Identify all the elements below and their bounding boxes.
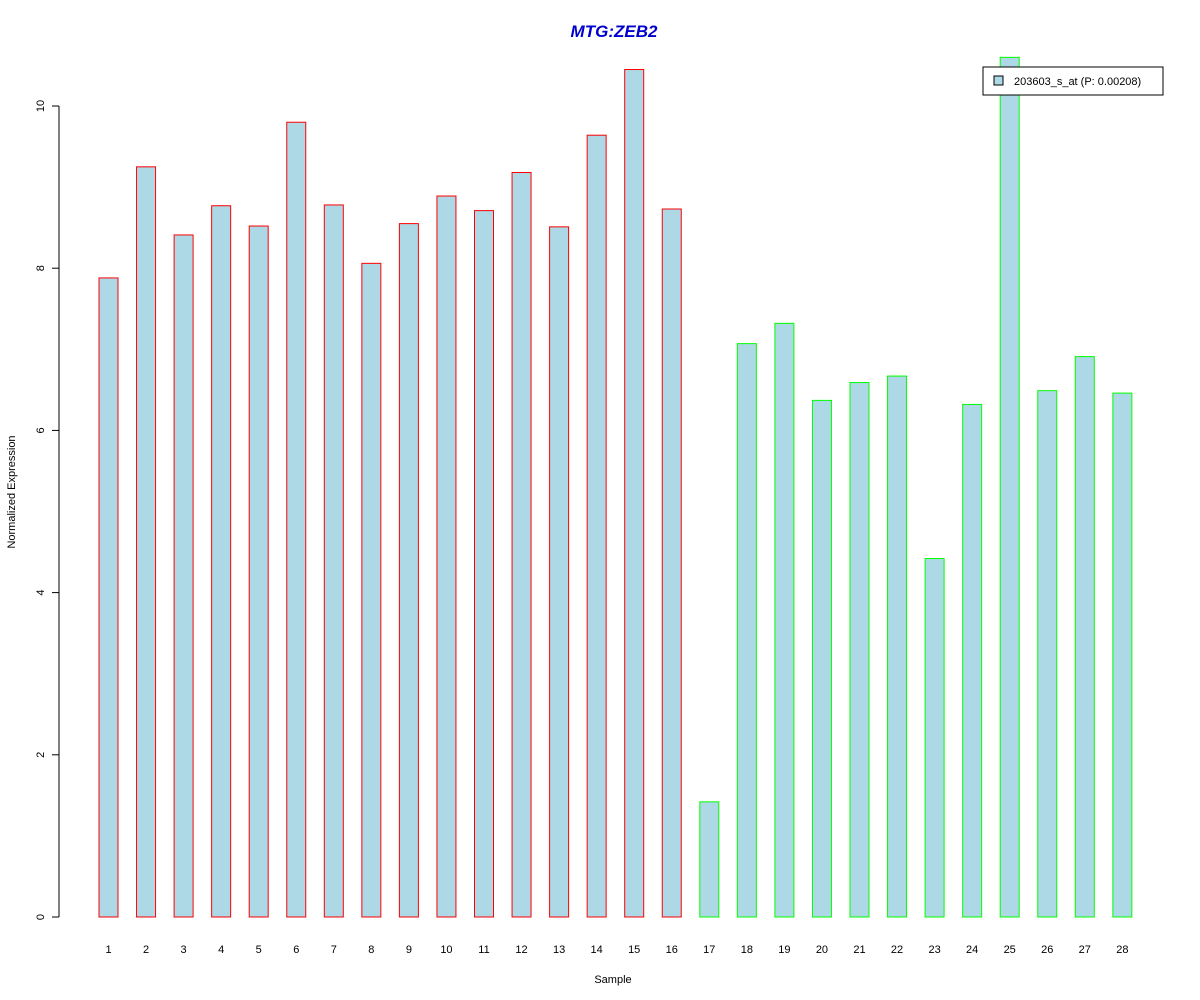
x-tick-label: 7 [331, 944, 337, 956]
bar-sample-26 [1037, 390, 1058, 918]
bar-sample-21 [849, 382, 870, 918]
y-tick-label: 4 [35, 590, 47, 596]
x-tick-label: 13 [553, 944, 565, 956]
x-tick-label: 2 [143, 944, 149, 956]
bar-sample-5 [248, 225, 269, 918]
x-tick-label: 19 [778, 944, 790, 956]
bar-sample-19 [774, 322, 795, 918]
bar-sample-18 [736, 343, 757, 918]
y-tick-label: 0 [35, 914, 47, 920]
bar-sample-25 [999, 56, 1020, 918]
x-tick-label: 1 [105, 944, 111, 956]
x-axis-label: Sample [594, 974, 631, 986]
bar-sample-12 [511, 172, 532, 918]
x-tick-label: 9 [406, 944, 412, 956]
x-tick-label: 10 [440, 944, 452, 956]
x-tick-label: 17 [703, 944, 715, 956]
bar-sample-8 [361, 262, 382, 918]
bar-sample-22 [887, 375, 908, 918]
x-tick-label: 8 [368, 944, 374, 956]
x-tick-labels: 1 2 3 4 5 6 7 8 9 10 11 12 13 14 15 16 17 18 19 20 21 22 23 24 2… [105, 944, 1128, 956]
bar-sample-20 [811, 399, 832, 918]
legend: 203603_s_at (P: 0.00208) [982, 66, 1164, 96]
x-tick-label: 15 [628, 944, 640, 956]
bars-group [98, 56, 1133, 918]
legend-swatch [993, 75, 1004, 86]
x-tick-label: 21 [853, 944, 865, 956]
bar-sample-27 [1074, 356, 1095, 918]
x-tick-label: 23 [928, 944, 940, 956]
bar-sample-15 [624, 69, 645, 918]
legend-box [982, 66, 1164, 96]
bar-sample-6 [286, 121, 307, 918]
chart-title: MTG:ZEB2 [571, 22, 658, 41]
y-tick-label: 8 [35, 265, 47, 271]
bar-sample-9 [398, 223, 419, 918]
bar-sample-1 [98, 277, 119, 918]
x-tick-label: 4 [218, 944, 224, 956]
x-tick-label: 12 [515, 944, 527, 956]
x-tick-label: 3 [181, 944, 187, 956]
bar-sample-28 [1112, 392, 1133, 918]
x-tick-label: 24 [966, 944, 978, 956]
x-tick-label: 11 [478, 944, 489, 956]
legend-label: 203603_s_at (P: 0.00208) [1014, 76, 1141, 88]
bar-sample-2 [136, 166, 157, 918]
bar-sample-10 [436, 195, 457, 918]
x-tick-label: 28 [1116, 944, 1128, 956]
x-tick-label: 27 [1079, 944, 1091, 956]
x-tick-label: 25 [1004, 944, 1016, 956]
y-tick-label: 2 [35, 752, 47, 758]
bar-sample-13 [549, 226, 570, 918]
bar-sample-3 [173, 234, 194, 918]
x-tick-label: 26 [1041, 944, 1053, 956]
bar-sample-16 [661, 208, 682, 918]
y-tick-label: 6 [35, 427, 47, 433]
x-tick-label: 14 [591, 944, 603, 956]
bar-sample-14 [586, 134, 607, 918]
bar-sample-7 [323, 204, 344, 918]
bar-sample-23 [924, 558, 945, 918]
bar-sample-4 [211, 205, 232, 918]
y-axis-label: Normalized Expression [6, 435, 18, 548]
x-tick-label: 5 [256, 944, 262, 956]
x-tick-label: 18 [741, 944, 753, 956]
bar-sample-24 [962, 403, 983, 918]
x-tick-label: 16 [666, 944, 678, 956]
y-tick-label: 10 [35, 100, 47, 112]
bar-sample-17 [699, 801, 720, 918]
x-tick-label: 6 [293, 944, 299, 956]
x-tick-label: 22 [891, 944, 903, 956]
bar-sample-11 [474, 210, 494, 918]
x-tick-label: 20 [816, 944, 828, 956]
y-axis: 0 2 4 6 8 10 [35, 100, 60, 920]
